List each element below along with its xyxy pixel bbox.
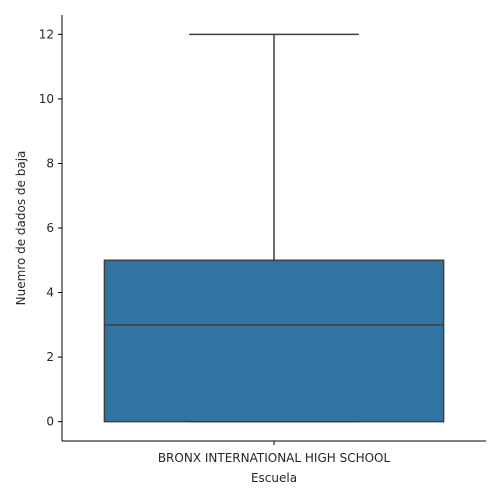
y-tick-label: 2 [46,350,54,364]
box-iqr [103,259,445,423]
y-tick-label: 6 [46,221,54,235]
y-ticks: 0 2 4 6 8 10 12 [39,27,62,429]
x-tick-label: BRONX INTERNATIONAL HIGH SCHOOL [158,451,391,465]
y-tick-label: 10 [39,92,54,106]
y-tick-label: 12 [39,27,54,41]
y-tick-label: 0 [46,415,54,429]
x-axis-label: Escuela [251,471,297,485]
x-ticks: BRONX INTERNATIONAL HIGH SCHOOL [158,441,391,465]
y-tick-label: 4 [46,286,54,300]
plot-area [103,33,445,423]
y-axis-label: Nuemro de dados de baja [14,151,28,306]
y-tick-label: 8 [46,156,54,170]
